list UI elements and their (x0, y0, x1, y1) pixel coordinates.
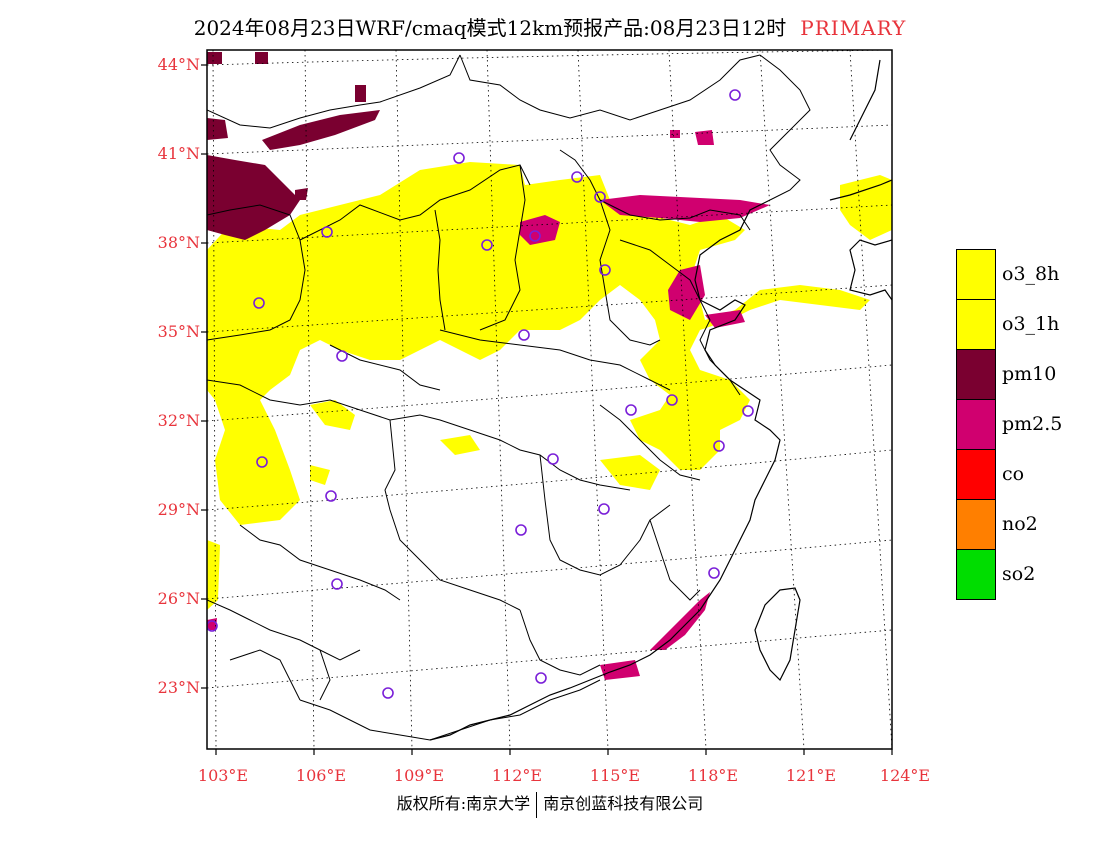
legend-swatch (956, 449, 996, 500)
lat-label-41: 41°N (157, 144, 200, 163)
legend-swatch (956, 549, 996, 600)
coastline (429, 59, 892, 741)
pm25-regions (207, 130, 770, 680)
legend-label: pm10 (1002, 363, 1057, 385)
lat-label-26: 26°N (157, 589, 200, 608)
lat-label-29: 29°N (157, 500, 200, 519)
axis-ticks (201, 64, 893, 755)
page-title: 2024年08月23日WRF/cmaq模式12km预报产品:08月23日12时 P… (0, 12, 1100, 41)
legend-item-co: co (956, 449, 1096, 500)
pm10-regions (207, 52, 380, 240)
lat-label-38: 38°N (157, 233, 200, 252)
map-frame (206, 49, 893, 750)
footer-divider (536, 791, 538, 818)
station-markers (207, 89, 754, 699)
province-borders (207, 54, 811, 741)
legend-label: pm2.5 (1002, 413, 1063, 435)
lon-label-118: 118°E (687, 766, 739, 785)
lon-label-115: 115°E (589, 766, 641, 785)
title-text: 2024年08月23日WRF/cmaq模式12km预报产品:08月23日12时 (193, 16, 787, 40)
lat-label-44: 44°N (157, 55, 200, 74)
legend-item-pm10: pm10 (956, 349, 1096, 400)
lon-label-106: 106°E (295, 766, 347, 785)
legend-item-o3-8h: o3_8h (956, 249, 1096, 300)
lon-label-112: 112°E (491, 766, 543, 785)
legend-swatch (956, 399, 996, 450)
lat-label-35: 35°N (157, 322, 200, 341)
primary-tag: PRIMARY (800, 16, 907, 40)
legend-label: o3_8h (1002, 263, 1060, 285)
lat-label-23: 23°N (157, 678, 200, 697)
lon-label-103: 103°E (197, 766, 249, 785)
graticule (207, 50, 892, 749)
o3-regions (207, 162, 892, 610)
legend-item-pm25: pm2.5 (956, 399, 1096, 450)
legend: o3_8h o3_1h pm10 pm2.5 co no2 so2 (956, 249, 1096, 600)
legend-item-no2: no2 (956, 499, 1096, 550)
legend-label: co (1002, 463, 1025, 485)
legend-label: no2 (1002, 513, 1038, 535)
legend-swatch (956, 299, 996, 350)
map-area (207, 50, 892, 749)
legend-label: o3_1h (1002, 313, 1060, 335)
legend-swatch (956, 499, 996, 550)
lon-label-124: 124°E (879, 766, 931, 785)
legend-item-so2: so2 (956, 549, 1096, 600)
legend-item-o3-1h: o3_1h (956, 299, 1096, 350)
footer-right: 南京创蓝科技有限公司 (543, 794, 704, 813)
legend-swatch (956, 349, 996, 400)
lon-label-109: 109°E (393, 766, 445, 785)
lon-label-121: 121°E (785, 766, 837, 785)
lat-label-32: 32°N (157, 411, 200, 430)
legend-swatch (956, 249, 996, 300)
footer-credits: 版权所有:南京大学 南京创蓝科技有限公司 (0, 790, 1100, 818)
legend-label: so2 (1002, 563, 1036, 585)
footer-left: 版权所有:南京大学 (396, 794, 531, 813)
